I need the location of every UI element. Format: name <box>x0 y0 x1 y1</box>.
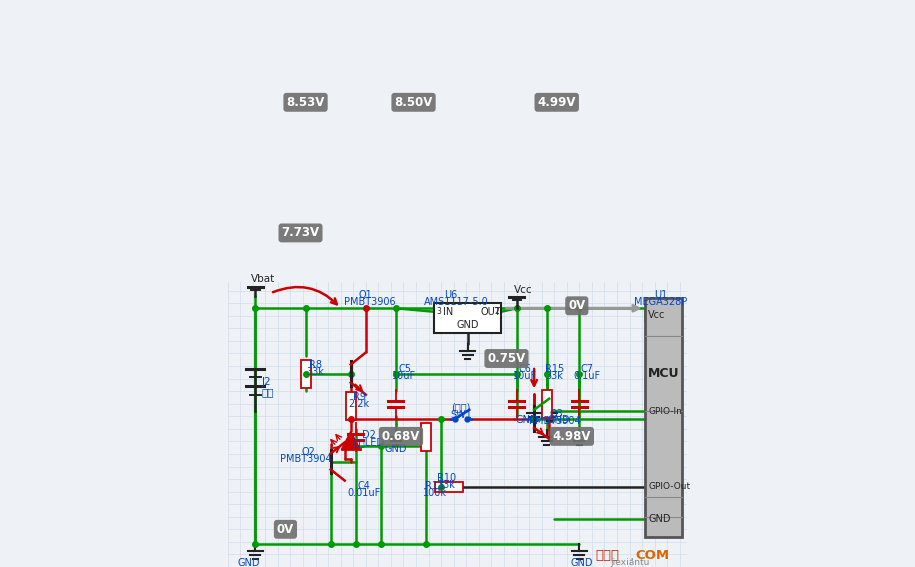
Text: MEGA328P: MEGA328P <box>634 297 687 307</box>
Text: GND: GND <box>648 514 671 524</box>
Text: R10: R10 <box>436 472 456 483</box>
Text: 10uF: 10uF <box>513 371 537 380</box>
FancyBboxPatch shape <box>421 424 431 451</box>
Text: C6: C6 <box>519 363 532 374</box>
Text: J2: J2 <box>262 377 271 387</box>
Text: 0V: 0V <box>277 523 294 536</box>
Text: 0.01uF: 0.01uF <box>348 488 381 498</box>
Text: GND: GND <box>571 558 593 567</box>
Text: 4.98V: 4.98V <box>553 430 591 443</box>
Text: GND: GND <box>457 320 479 330</box>
Text: C5: C5 <box>398 363 411 374</box>
Text: GPIO-Out: GPIO-Out <box>648 482 690 491</box>
Text: PMBT3906: PMBT3906 <box>343 297 395 307</box>
Text: GPIO-In: GPIO-In <box>648 407 682 416</box>
Text: R15: R15 <box>544 363 564 374</box>
Text: C7: C7 <box>580 363 593 374</box>
Text: 电池: 电池 <box>262 387 274 397</box>
FancyBboxPatch shape <box>645 298 683 537</box>
Text: 0.1uF: 0.1uF <box>574 371 600 380</box>
Text: AMS1117-5.0: AMS1117-5.0 <box>424 297 489 307</box>
Text: Q2: Q2 <box>301 447 315 458</box>
Text: U6: U6 <box>445 290 458 300</box>
Text: 33k: 33k <box>437 480 455 490</box>
Text: 4.99V: 4.99V <box>537 96 576 109</box>
Text: Vcc: Vcc <box>514 285 533 295</box>
Text: IN: IN <box>443 307 453 317</box>
Text: 0.68V: 0.68V <box>382 430 420 443</box>
Text: 8.50V: 8.50V <box>394 96 433 109</box>
Text: 3: 3 <box>436 307 441 316</box>
Text: COM: COM <box>635 549 669 562</box>
FancyBboxPatch shape <box>435 481 463 492</box>
Text: Vcc: Vcc <box>648 310 665 320</box>
Text: .: . <box>630 549 634 563</box>
FancyBboxPatch shape <box>300 359 310 388</box>
Text: OUT: OUT <box>480 307 501 317</box>
Text: 红色LED: 红色LED <box>354 437 385 447</box>
Text: Q1: Q1 <box>359 290 372 300</box>
Text: MCU: MCU <box>648 367 679 380</box>
Text: GND: GND <box>548 415 570 425</box>
Text: (按下): (按下) <box>452 402 471 412</box>
Text: 10uF: 10uF <box>393 371 416 380</box>
Text: 100k: 100k <box>423 488 447 498</box>
FancyBboxPatch shape <box>434 303 501 333</box>
Text: GND: GND <box>384 444 407 454</box>
Text: 接线图: 接线图 <box>595 549 619 562</box>
Text: Vbat: Vbat <box>252 274 275 284</box>
Text: PMBT3904: PMBT3904 <box>530 416 581 426</box>
Text: GND: GND <box>238 558 260 567</box>
Text: 2: 2 <box>494 307 499 316</box>
Text: 33k: 33k <box>545 371 563 380</box>
Polygon shape <box>341 431 360 449</box>
FancyBboxPatch shape <box>542 390 552 418</box>
Text: 0.75V: 0.75V <box>488 352 525 365</box>
Text: 8.53V: 8.53V <box>286 96 325 109</box>
FancyBboxPatch shape <box>346 392 356 420</box>
Text: R11: R11 <box>425 481 444 490</box>
Text: D2: D2 <box>362 430 376 441</box>
Text: R8: R8 <box>309 360 322 370</box>
Text: jiexiantu: jiexiantu <box>610 558 650 567</box>
Text: Q3: Q3 <box>550 409 564 419</box>
Text: SW1: SW1 <box>450 411 472 420</box>
Text: C4: C4 <box>358 481 371 490</box>
Text: 0V: 0V <box>568 299 586 312</box>
Text: PMBT3904: PMBT3904 <box>280 455 331 464</box>
Text: 7.73V: 7.73V <box>282 226 319 239</box>
Text: GND: GND <box>515 415 538 425</box>
Text: U1: U1 <box>654 290 667 300</box>
Text: 2.2k: 2.2k <box>349 399 370 409</box>
Text: R9: R9 <box>353 392 366 402</box>
Text: 33k: 33k <box>307 367 325 377</box>
